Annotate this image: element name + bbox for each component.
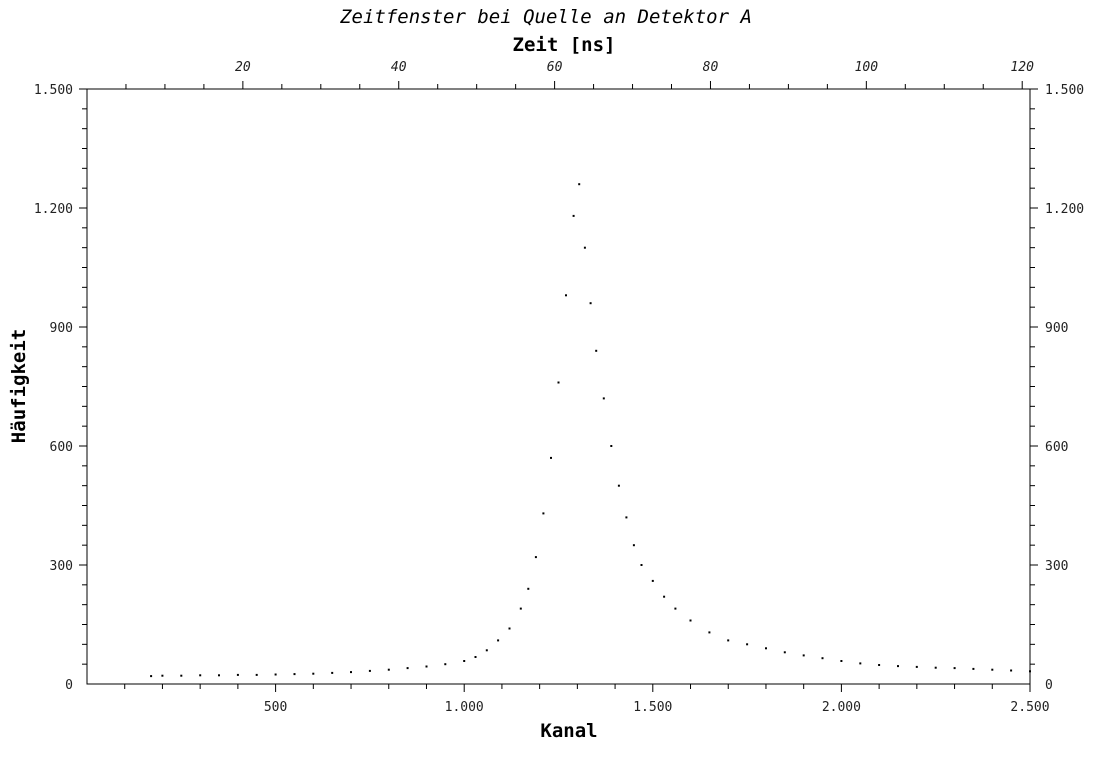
data-point [572, 214, 575, 217]
x2-tick-label: 60 [547, 60, 563, 75]
data-point [312, 672, 315, 675]
data-point [934, 666, 937, 669]
data-point [821, 657, 824, 660]
data-point [519, 607, 522, 610]
data-point [595, 349, 598, 352]
data-point [625, 516, 628, 519]
y-tick-label: 600 [50, 440, 73, 455]
y-right-tick-label: 1.200 [1045, 202, 1084, 217]
data-point [840, 660, 843, 662]
data-point [550, 456, 552, 459]
y-right-tick-label: 300 [1045, 559, 1068, 574]
data-point [406, 667, 409, 670]
data-point [387, 668, 390, 671]
y-tick-label: 0 [65, 678, 73, 693]
x-tick-label: 2.000 [822, 700, 861, 715]
data-point [199, 674, 202, 677]
data-point [859, 662, 862, 665]
data-point [527, 587, 530, 590]
data-point [953, 667, 956, 670]
data-point [783, 651, 786, 654]
x2-tick-label: 120 [1010, 60, 1034, 75]
data-point [878, 664, 881, 666]
x-tick-label: 1.000 [445, 700, 484, 715]
y-tick-label: 300 [50, 559, 73, 574]
data-point [583, 246, 586, 249]
data-point [255, 673, 258, 676]
x2-axis-title: Zeit [ns] [513, 34, 616, 56]
data-point [150, 675, 153, 678]
data-point [589, 302, 592, 305]
data-point [368, 669, 371, 672]
data-point [632, 544, 635, 547]
y-tick-label: 900 [50, 321, 73, 336]
data-point [350, 671, 352, 674]
y-right-tick-label: 900 [1045, 321, 1068, 336]
data-point [972, 667, 975, 670]
y-right-tick-label: 600 [1045, 440, 1068, 455]
data-point [542, 512, 545, 515]
data-point [534, 556, 537, 559]
data-point [274, 673, 277, 676]
data-point [991, 668, 994, 671]
x-tick-label: 500 [264, 700, 287, 715]
data-point [236, 673, 239, 676]
data-point [578, 183, 581, 186]
data-point [708, 631, 711, 634]
y-tick-label: 1.200 [34, 202, 73, 217]
x2-tick-label: 40 [391, 60, 407, 75]
data-point [1029, 670, 1031, 673]
data-point [180, 674, 183, 677]
data-point [485, 649, 488, 652]
x-tick-label: 2.500 [1010, 700, 1049, 715]
data-point [674, 607, 677, 610]
data-points [150, 183, 1031, 678]
plot-area [86, 88, 1031, 685]
x2-tick-label: 20 [235, 60, 251, 75]
x-axis-title: Kanal [540, 720, 597, 742]
data-point [915, 665, 918, 668]
data-point [689, 619, 692, 622]
y-right-tick-label: 0 [1045, 678, 1053, 693]
data-point [474, 656, 477, 658]
x-tick-label: 1.500 [633, 700, 672, 715]
data-point [565, 294, 567, 297]
y-right-tick-label: 1.500 [1045, 83, 1084, 98]
data-point [161, 674, 164, 677]
data-point [746, 643, 749, 646]
data-point [293, 673, 296, 676]
data-point [765, 647, 767, 650]
data-point [218, 674, 220, 677]
x2-tick-label: 80 [703, 60, 719, 75]
data-point [602, 397, 605, 400]
data-point [508, 627, 511, 630]
data-point [651, 579, 654, 582]
data-point [640, 564, 643, 566]
data-point [663, 595, 666, 598]
data-point [497, 639, 500, 642]
data-point [463, 660, 466, 662]
axis-ticks: 500 1.000 1.500 2.000 2.500 20 40 60 80 100 120 0 0 3… [34, 60, 1084, 715]
data-point [1010, 669, 1013, 672]
data-point [802, 654, 805, 657]
data-point [331, 671, 334, 674]
y-axis-title: Häufigkeit [8, 329, 30, 443]
data-point [610, 445, 613, 447]
y-tick-label: 1.500 [34, 83, 73, 98]
data-point [444, 663, 447, 666]
chart-title: Zeitfenster bei Quelle an Detektor A [339, 6, 752, 28]
data-point [617, 484, 620, 487]
data-point [425, 665, 428, 668]
x2-tick-label: 100 [855, 60, 879, 75]
data-point [897, 665, 899, 668]
data-point [557, 381, 560, 384]
data-point [727, 639, 730, 642]
